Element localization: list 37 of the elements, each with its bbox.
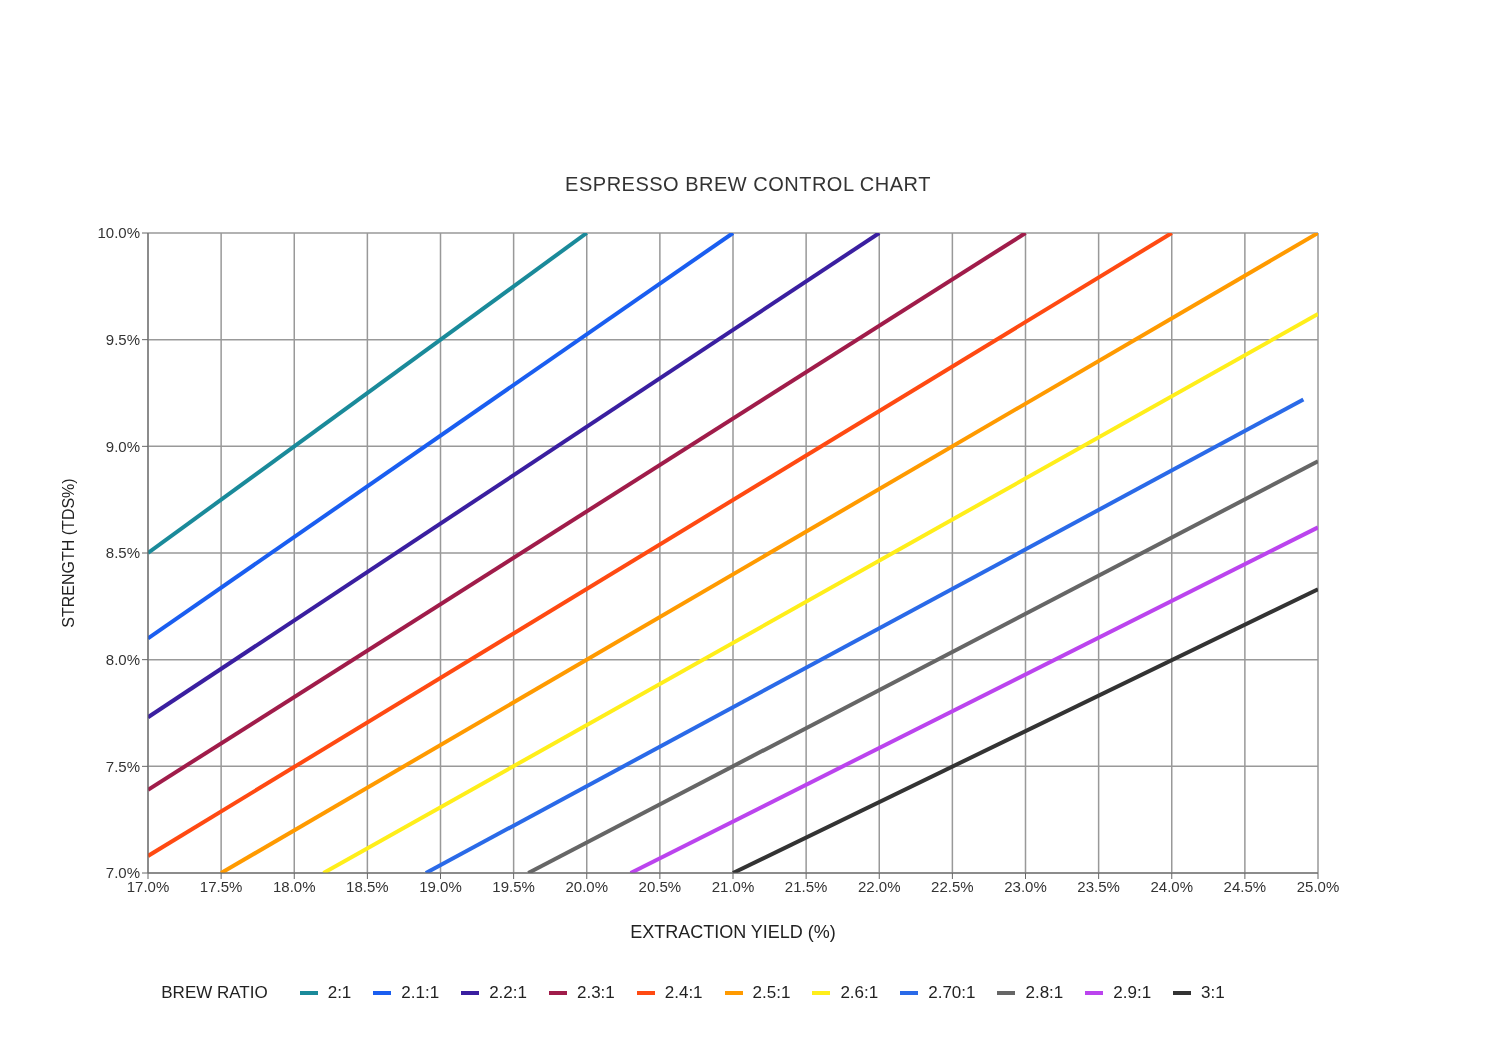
x-tick-label: 18.0% bbox=[272, 877, 316, 895]
y-tick-label: 9.5% bbox=[105, 330, 140, 348]
x-tick-label: 24.5% bbox=[1223, 877, 1267, 895]
chart-title: ESPRESSO BREW CONTROL CHART bbox=[564, 173, 932, 197]
legend-label: 2.6:1 bbox=[840, 983, 879, 1003]
legend-label: 2.2:1 bbox=[489, 983, 527, 1003]
x-tick-label: 20.0% bbox=[565, 877, 609, 895]
x-tick-label: 21.0% bbox=[711, 877, 755, 895]
x-tick-label: 19.0% bbox=[419, 877, 462, 895]
x-tick-label: 19.5% bbox=[492, 877, 535, 895]
x-tick-label: 22.5% bbox=[931, 877, 974, 895]
x-tick-label: 18.5% bbox=[346, 877, 389, 895]
legend-title: BREW RATIO bbox=[161, 983, 268, 1003]
x-tick-label: 24.0% bbox=[1150, 877, 1194, 895]
y-tick-label: 10.0% bbox=[97, 224, 140, 242]
x-tick-label: 25.0% bbox=[1296, 877, 1340, 895]
y-axis-title: STRENGTH (TDS%) bbox=[59, 478, 77, 628]
legend-label: 2.8:1 bbox=[1025, 983, 1064, 1003]
x-tick-label: 17.5% bbox=[199, 877, 243, 895]
y-tick-label: 7.5% bbox=[105, 757, 140, 775]
legend-label: 2.4:1 bbox=[664, 983, 703, 1003]
x-tick-label: 23.0% bbox=[1004, 877, 1047, 895]
x-tick-label: 23.5% bbox=[1077, 877, 1120, 895]
x-tick-label: 21.5% bbox=[784, 877, 828, 895]
legend-label: 2.3:1 bbox=[576, 983, 615, 1003]
x-tick-label: 20.5% bbox=[638, 877, 682, 895]
x-tick-label: 22.0% bbox=[857, 877, 901, 895]
legend-label: 2.1:1 bbox=[401, 983, 440, 1003]
x-axis-title: EXTRACTION YIELD (%) bbox=[630, 922, 836, 942]
legend-label: 2.5:1 bbox=[752, 983, 791, 1003]
legend-label: 2.70:1 bbox=[928, 983, 976, 1003]
legend-label: 2:1 bbox=[327, 983, 352, 1003]
y-tick-label: 8.5% bbox=[105, 544, 140, 562]
y-tick-label: 8.0% bbox=[105, 650, 140, 668]
legend-label: 2.9:1 bbox=[1113, 983, 1152, 1003]
legend-label: 3:1 bbox=[1201, 983, 1225, 1003]
y-tick-label: 9.0% bbox=[105, 437, 140, 455]
